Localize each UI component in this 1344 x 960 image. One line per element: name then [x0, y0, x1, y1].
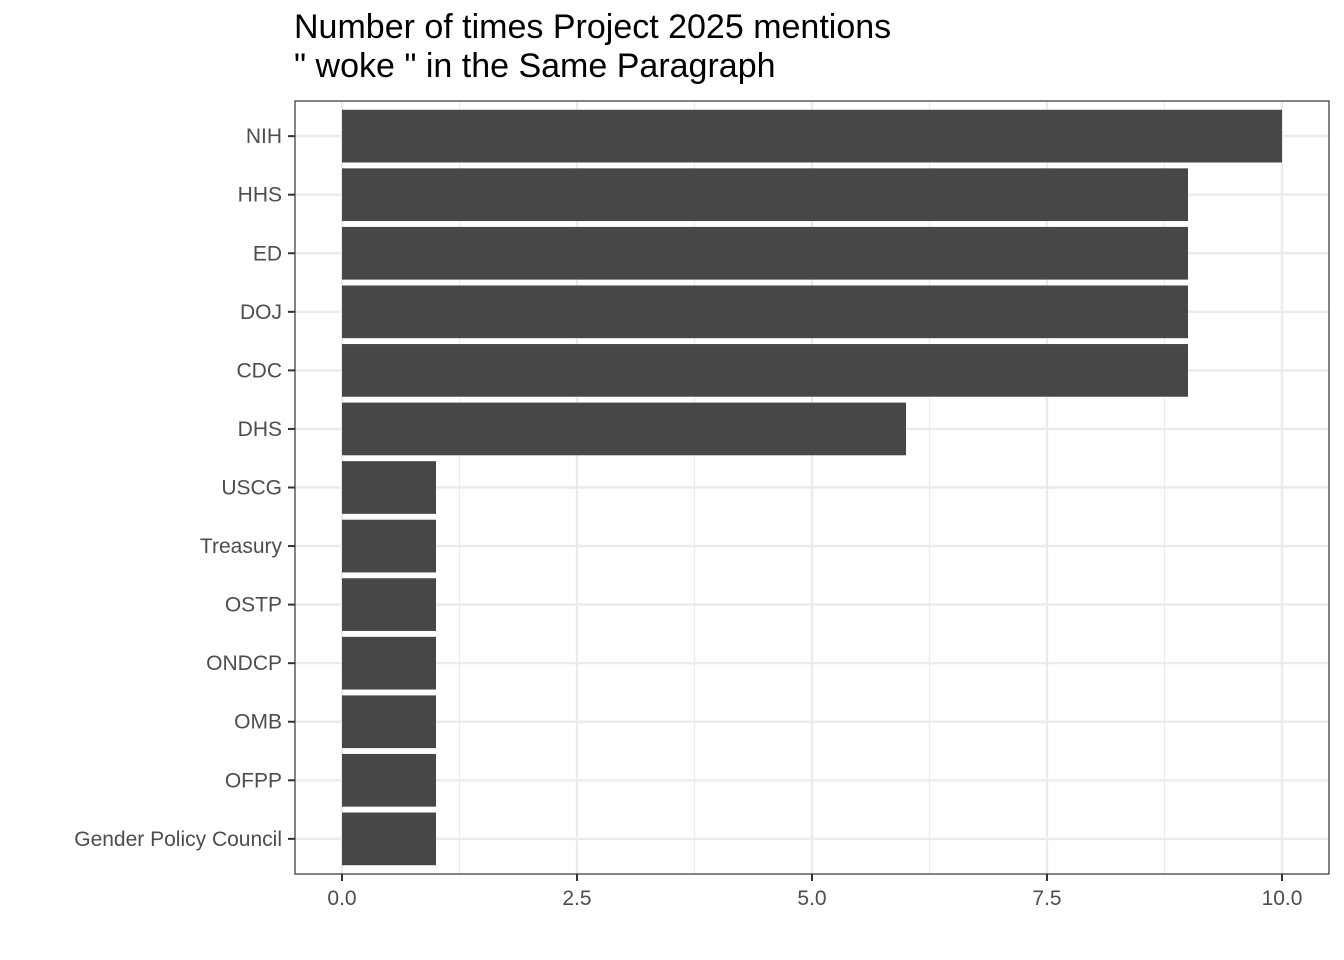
x-tick-label: 0.0: [327, 887, 356, 910]
chart-title: Number of times Project 2025 mentions " …: [294, 8, 1294, 86]
y-tick-label: ED: [253, 242, 282, 265]
x-tick-label: 5.0: [797, 887, 826, 910]
x-tick-label: 7.5: [1032, 887, 1061, 910]
y-tick-label: OMB: [234, 711, 282, 734]
y-tick-label: Gender Policy Council: [74, 828, 282, 851]
bar-hhs: [342, 168, 1188, 222]
bar-gender-policy-council: [342, 812, 436, 866]
bar-ofpp: [342, 753, 436, 807]
x-tick-label: 2.5: [562, 887, 591, 910]
bar-treasury: [342, 519, 436, 573]
bar-cdc: [342, 344, 1188, 397]
bar-dhs: [342, 402, 906, 456]
y-tick-label: OFPP: [225, 769, 282, 792]
chart-title-line-2: " woke " in the Same Paragraph: [294, 47, 776, 85]
bar-uscg: [342, 461, 436, 514]
bar-nih: [342, 109, 1282, 163]
y-tick-label: USCG: [221, 477, 282, 500]
bar-omb: [342, 695, 436, 749]
y-tick-label: DHS: [238, 418, 282, 441]
y-tick-label: OSTP: [225, 594, 282, 617]
bar-doj: [342, 285, 1188, 339]
chart-title-line-1: Number of times Project 2025 mentions: [294, 8, 892, 46]
y-tick-label: CDC: [237, 359, 283, 382]
y-tick-label: Treasury: [200, 535, 283, 558]
y-tick-label: NIH: [246, 125, 282, 148]
bars: [342, 109, 1282, 866]
y-axis: NIH HHS ED DOJ CDC DHS USCG Treasury OSTP ONDCP OM…: [74, 125, 295, 851]
x-axis: 0.0 2.5 5.0 7.5 10.0: [327, 874, 1302, 910]
bar-ed: [342, 226, 1188, 280]
bar-ostp: [342, 578, 436, 631]
x-tick-label: 10.0: [1262, 887, 1303, 910]
y-tick-label: ONDCP: [206, 652, 282, 675]
y-tick-label: DOJ: [240, 301, 282, 324]
bar-ondcp: [342, 636, 436, 690]
y-tick-label: HHS: [238, 184, 282, 207]
